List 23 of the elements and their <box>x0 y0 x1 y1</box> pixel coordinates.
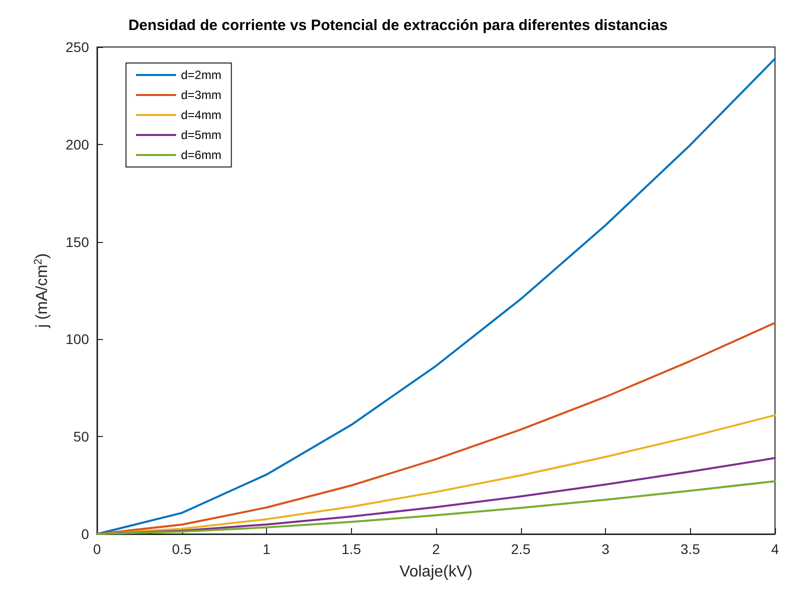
y-tick-label: 200 <box>66 136 90 152</box>
y-tick-label: 50 <box>73 428 90 445</box>
x-tick-label: 0.5 <box>172 541 192 557</box>
x-tick-label: 2.5 <box>511 541 531 557</box>
x-tick-label: 0 <box>93 541 102 557</box>
legend-label: d=3mm <box>181 88 222 102</box>
x-tick-label: 4 <box>771 541 780 557</box>
x-tick-label: 1 <box>262 541 271 557</box>
x-tick-label: 3 <box>602 541 610 557</box>
chart-title: Densidad de corriente vs Potencial de extracción para diferentes distancias <box>128 17 668 34</box>
y-tick-label: 0 <box>81 526 90 542</box>
legend-label: d=6mm <box>181 148 222 162</box>
y-tick-label: 250 <box>66 39 90 55</box>
y-tick-label: 150 <box>66 234 90 250</box>
x-axis-title: Volaje(kV) <box>400 564 472 580</box>
x-tick-label: 3.5 <box>680 541 700 557</box>
x-tick-label: 2 <box>432 541 440 557</box>
y-axis-title: j (mA/cm2) <box>32 253 51 329</box>
legend-label: d=4mm <box>181 108 222 122</box>
x-tick-label: 1.5 <box>342 541 362 557</box>
legend-label: d=5mm <box>181 128 222 142</box>
y-tick-label: 100 <box>66 331 90 348</box>
legend-label: d=2mm <box>181 68 222 82</box>
